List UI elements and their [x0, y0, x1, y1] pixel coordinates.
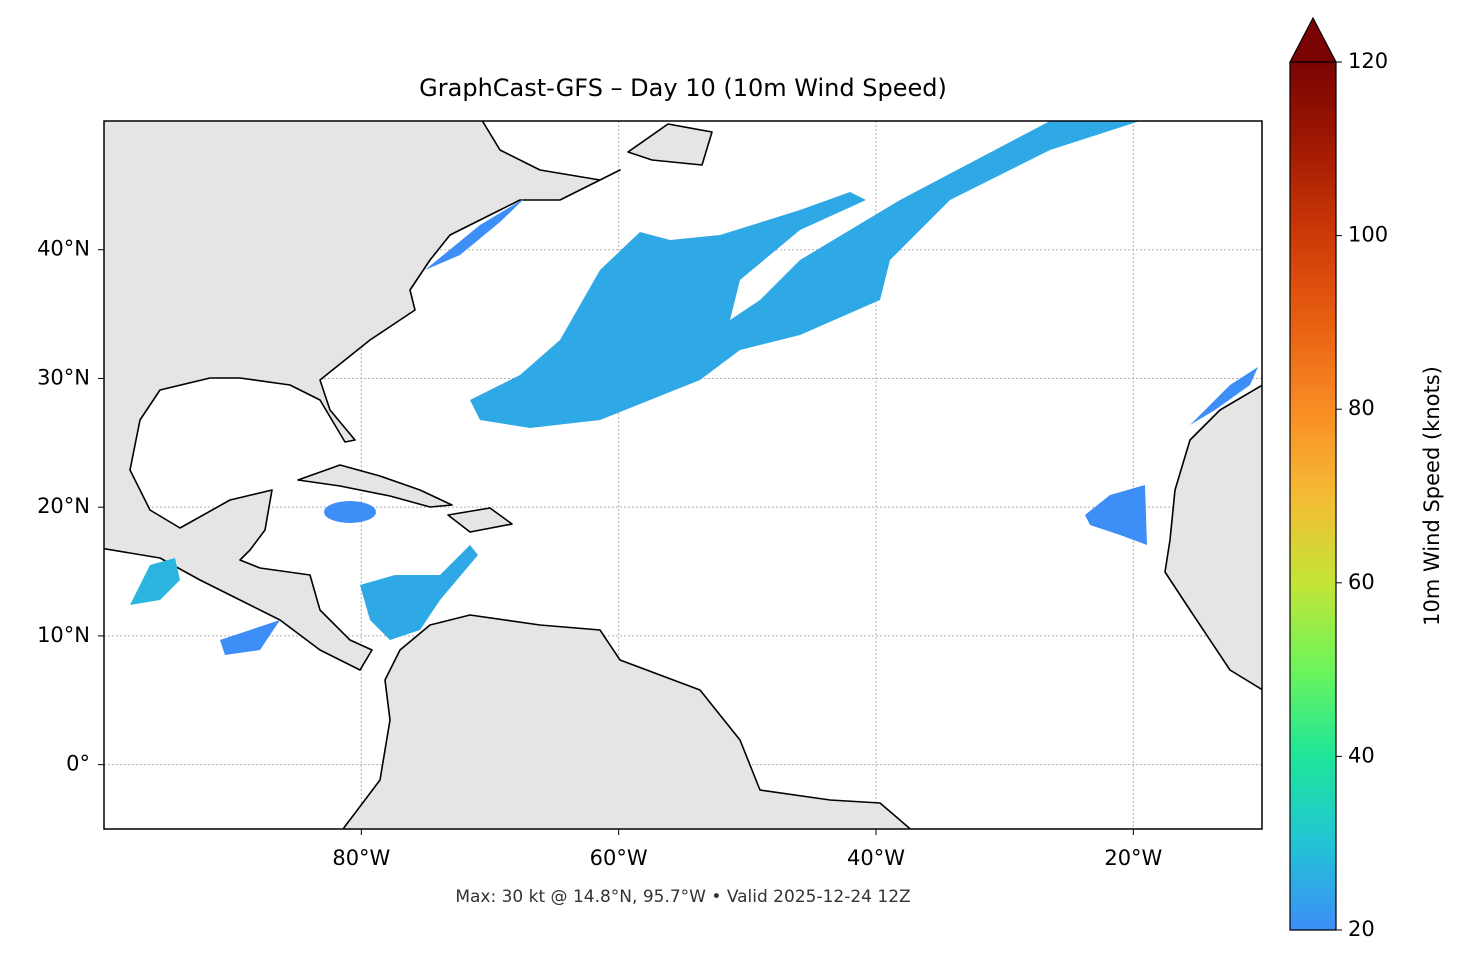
newfoundland [627, 123, 713, 166]
colorbar: 20 40 60 80 100 120 10m Wind Speed (knots) [1289, 16, 1444, 941]
colorbar-tick-label: 120 [1348, 49, 1388, 73]
south-america [342, 614, 912, 829]
y-tick-label: 0° [66, 752, 90, 776]
north-america [104, 121, 621, 671]
x-tick-label: 20°W [1104, 846, 1162, 870]
wind-region [1190, 367, 1258, 425]
x-tick-label: 60°W [590, 846, 648, 870]
wind-region [425, 198, 525, 270]
y-tick-label: 20°N [37, 494, 90, 518]
africa [1164, 384, 1262, 691]
wind-region [324, 501, 376, 523]
colorbar-tick-label: 60 [1348, 570, 1375, 594]
y-tick-label: 40°N [37, 237, 90, 261]
colorbar-scale [1290, 62, 1336, 930]
cuba [297, 464, 453, 508]
wind-region [130, 558, 180, 605]
y-tick-label: 10°N [37, 623, 90, 647]
wind-region [470, 121, 1140, 428]
map-title: GraphCast-GFS – Day 10 (10m Wind Speed) [419, 74, 947, 102]
x-tick-label: 40°W [847, 846, 905, 870]
colorbar-tick-label: 40 [1348, 743, 1375, 767]
x-tick-label: 80°W [332, 846, 390, 870]
wind-region [1085, 485, 1147, 545]
colorbar-tick-label: 80 [1348, 396, 1375, 420]
colorbar-tick-label: 100 [1348, 223, 1388, 247]
colorbar-tick-label: 20 [1348, 917, 1375, 941]
map-subtitle: Max: 30 kt @ 14.8°N, 95.7°W • Valid 2025… [455, 887, 910, 907]
wind-region [220, 620, 280, 655]
map-content [104, 121, 1262, 829]
wind-region [360, 545, 478, 640]
y-tick-label: 30°N [37, 365, 90, 389]
colorbar-label: 10m Wind Speed (knots) [1420, 366, 1444, 626]
hispaniola [447, 507, 513, 533]
map-frame [103, 120, 1263, 830]
colorbar-extension [1289, 16, 1337, 63]
colorbar-frame [1289, 62, 1337, 931]
